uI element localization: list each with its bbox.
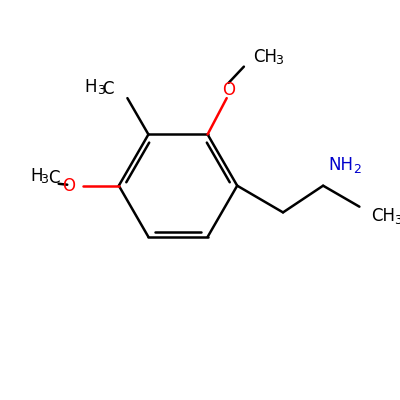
Text: 3: 3 (97, 84, 104, 97)
Text: 2: 2 (353, 163, 360, 176)
Text: 3: 3 (40, 174, 48, 186)
Text: CH: CH (254, 48, 278, 66)
Text: O: O (62, 177, 75, 195)
Text: 3: 3 (275, 54, 283, 68)
Text: H: H (30, 167, 43, 185)
Text: O: O (222, 80, 235, 98)
Text: 3: 3 (394, 214, 400, 226)
Text: H: H (84, 78, 97, 96)
Text: CH: CH (371, 207, 395, 225)
Text: NH: NH (328, 156, 353, 174)
Text: C: C (102, 80, 114, 98)
Text: C: C (48, 169, 60, 187)
